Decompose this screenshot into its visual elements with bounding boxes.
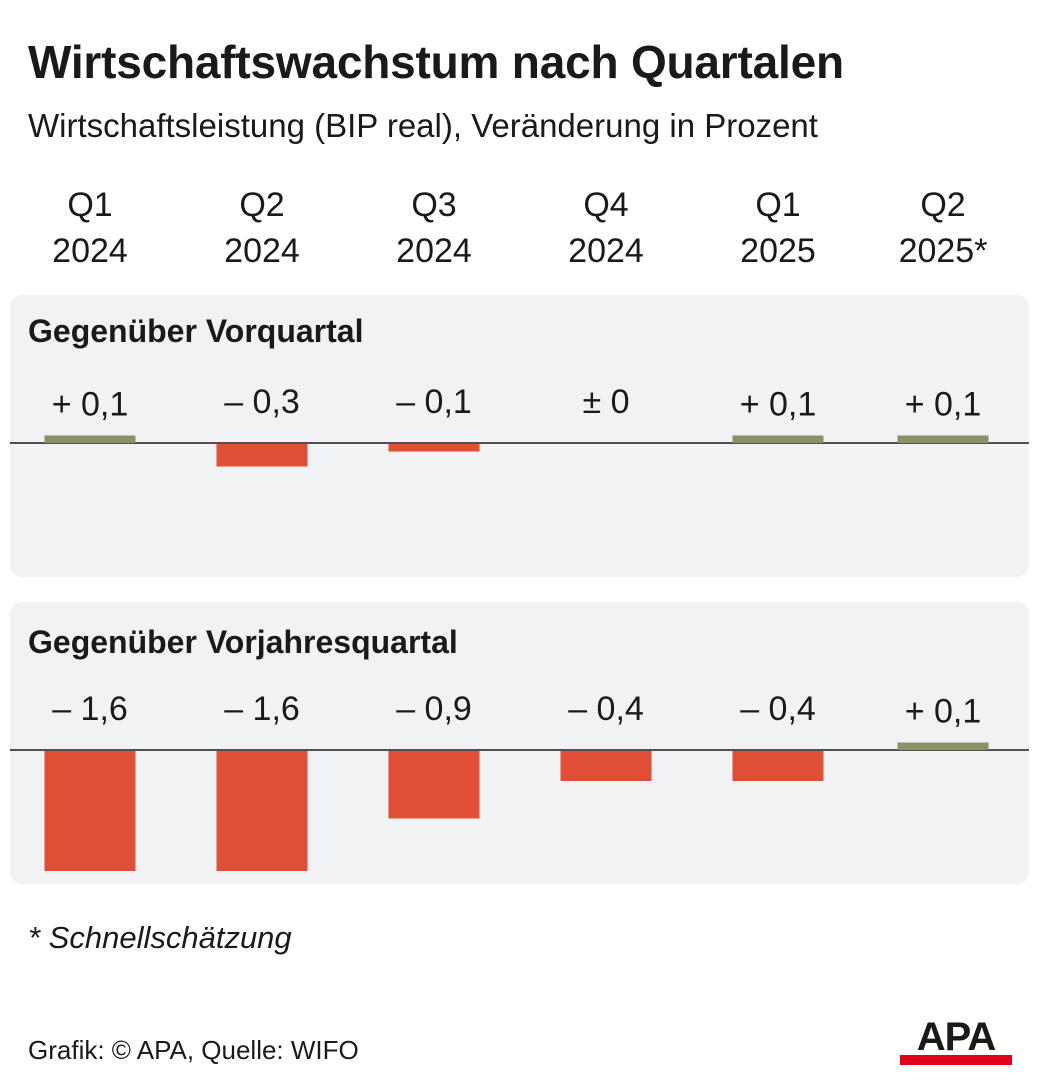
chart-title: Wirtschaftswachstum nach Quartalen [28, 36, 844, 88]
chart-subtitle: Wirtschaftsleistung (BIP real), Veränder… [28, 107, 818, 144]
quarter-name: Q2 [920, 186, 966, 224]
quarter-year: 2024 [396, 232, 472, 270]
bar-value-label: + 0,1 [905, 386, 982, 424]
bar-value-label: – 0,9 [396, 690, 472, 728]
quarter-label: Q1 2024 [0, 182, 180, 274]
bar-chart-vorjahresquartal: – 1,6 – 1,6 – 0,9 – 0,4 – 0,4 + 0,1 [10, 690, 1029, 871]
bar [732, 435, 824, 443]
quarter-label: Q2 2024 [172, 182, 352, 274]
bar [388, 444, 480, 452]
bar [897, 435, 989, 443]
quarter-name: Q3 [411, 186, 457, 224]
bar-value-label: – 1,6 [224, 690, 300, 728]
bar [216, 444, 308, 467]
bar-value-label: + 0,1 [52, 386, 129, 424]
panel-title: Gegenüber Vorquartal [28, 313, 364, 349]
bar [216, 751, 308, 871]
bar-value-label: – 0,4 [740, 690, 816, 728]
panel-vorjahresquartal: Gegenüber Vorjahresquartal – 1,6 – 1,6 – 0… [10, 602, 1029, 884]
quarter-year: 2024 [568, 232, 644, 270]
apa-logo: APA [900, 1015, 1012, 1065]
bar-value-label: – 0,3 [224, 383, 300, 421]
source-credit: Grafik: © APA, Quelle: WIFO [28, 1035, 359, 1065]
bar [388, 751, 480, 819]
quarter-label: Q3 2024 [344, 182, 524, 274]
quarter-name: Q1 [67, 186, 113, 224]
bar-value-label: – 0,1 [396, 383, 472, 421]
bar-chart-vorquartal: + 0,1 – 0,3 – 0,1 ± 0 + 0,1 + 0,1 [10, 383, 1029, 467]
bar-value-label: – 0,4 [568, 690, 644, 728]
quarter-year: 2025 [740, 232, 816, 270]
quarter-name: Q4 [583, 186, 629, 224]
bar [560, 751, 652, 781]
panel-title: Gegenüber Vorjahresquartal [28, 624, 458, 660]
quarter-year: 2024 [52, 232, 128, 270]
quarter-label: Q4 2024 [516, 182, 696, 274]
quarter-year: 2024 [224, 232, 300, 270]
bar [44, 751, 136, 871]
bar [44, 435, 136, 443]
bar-value-label: + 0,1 [740, 386, 817, 424]
quarter-year: 2025* [898, 232, 988, 270]
bar [897, 742, 989, 750]
bar [732, 751, 824, 781]
quarter-name: Q1 [755, 186, 801, 224]
quarter-name: Q2 [239, 186, 285, 224]
bar-value-label: + 0,1 [905, 693, 982, 731]
panel-vorquartal: Gegenüber Vorquartal + 0,1– 0,3– 0,1 ± 0 +… [10, 295, 1029, 577]
quarter-label: Q2 2025* [853, 182, 1033, 274]
quarter-label: Q1 2025 [688, 182, 868, 274]
footnote: * Schnellschätzung [28, 920, 292, 955]
bar-value-label: – 1,6 [52, 690, 128, 728]
svg-text:APA: APA [917, 1015, 996, 1059]
bar-value-label: ± 0 [582, 383, 629, 421]
quarter-header: Q1 2024 Q2 2024 Q3 2024 Q4 2024 Q1 2025 … [0, 182, 1039, 272]
